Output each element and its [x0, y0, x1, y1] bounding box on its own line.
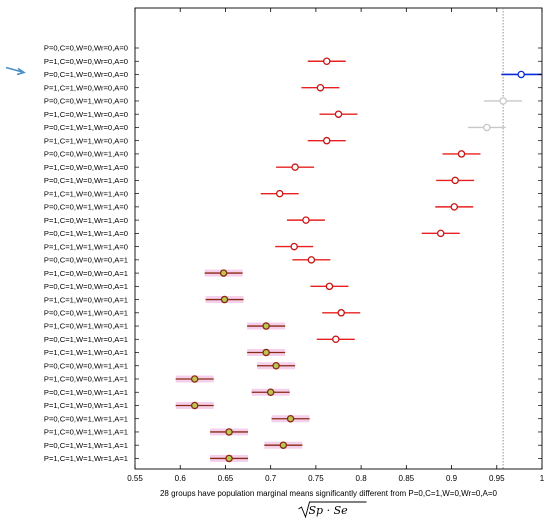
- plot-frame: [134, 7, 543, 470]
- x-tick-label: 0.6: [175, 474, 187, 483]
- y-tick-label: P=0,C=1,W=1,Wr=1,A=1: [44, 441, 128, 450]
- y-tick-label: P=1,C=1,W=0,Wr=1,A=1: [44, 401, 128, 410]
- y-tick-label: P=0,C=1,W=0,Wr=1,A=0: [44, 176, 128, 185]
- y-tick-label: P=1,C=0,W=0,Wr=0,A=0: [44, 57, 128, 66]
- x-tick-label: 0.85: [399, 474, 415, 483]
- mean-marker: [291, 163, 299, 171]
- y-tick-label: P=0,C=1,W=1,Wr=1,A=0: [44, 229, 128, 238]
- mean-marker: [499, 97, 507, 105]
- x-tick-label: 0.8: [356, 474, 368, 483]
- y-tick-label: P=1,C=1,W=0,Wr=0,A=1: [44, 295, 128, 304]
- x-tick-label: 0.65: [218, 474, 234, 483]
- mean-marker: [307, 256, 316, 264]
- y-tick-label: P=1,C=0,W=1,Wr=1,A=0: [44, 216, 128, 225]
- y-tick-label: P=0,C=0,W=1,Wr=0,A=1: [44, 309, 128, 318]
- x-axis-label: Sp · Se: [298, 501, 367, 519]
- mean-marker: [334, 110, 343, 118]
- y-tick-label: P=0,C=0,W=0,Wr=1,A=0: [44, 150, 128, 159]
- x-tick-label: 0.75: [308, 474, 324, 483]
- y-tick-label: P=0,C=0,W=0,Wr=1,A=1: [44, 361, 128, 370]
- sqrt-sign: [298, 501, 367, 519]
- mean-marker: [457, 150, 466, 158]
- mean-marker: [262, 322, 270, 330]
- mean-marker: [262, 348, 270, 357]
- mean-marker: [302, 216, 310, 224]
- mean-marker: [290, 242, 298, 251]
- y-tick-label: P=0,C=1,W=0,Wr=0,A=1: [44, 282, 128, 291]
- x-tick-label: 0.55: [127, 474, 143, 483]
- mean-marker: [225, 454, 233, 463]
- y-tick-label: P=0,C=0,W=1,Wr=0,A=0: [44, 97, 128, 106]
- y-tick-label: P=0,C=0,W=1,Wr=1,A=0: [44, 203, 128, 212]
- y-tick-label: P=0,C=1,W=0,Wr=1,A=1: [44, 388, 128, 397]
- reference-arrow-icon: [5, 66, 26, 76]
- mean-marker: [436, 229, 445, 238]
- x-tick-label: 0.9: [446, 474, 458, 483]
- mean-marker: [325, 282, 334, 291]
- y-tick-label: P=1,C=1,W=0,Wr=1,A=0: [44, 189, 128, 198]
- mean-marker: [517, 70, 525, 79]
- y-tick-label: P=0,C=0,W=1,Wr=1,A=1: [44, 414, 128, 423]
- y-tick-label: P=1,C=0,W=1,Wr=1,A=1: [44, 428, 128, 437]
- mean-marker: [266, 388, 275, 396]
- mean-marker: [219, 269, 228, 277]
- y-tick-labels: P=0,C=0,W=0,Wr=0,A=0 P=1,C=0,W=0,Wr=0,A=0…: [44, 44, 128, 463]
- plot-area: [134, 7, 543, 470]
- x-tick-label: 0.95: [489, 474, 505, 483]
- mean-marker: [316, 83, 325, 92]
- mean-marker: [190, 375, 199, 383]
- mean-marker: [220, 295, 229, 304]
- y-tick-label: P=1,C=0,W=0,Wr=0,A=1: [44, 269, 128, 278]
- x-axis: 0.55 0.6 0.65 0.7 0.75 0.8 0.85 0.9 0.95 1: [127, 8, 545, 483]
- mean-marker: [483, 123, 491, 132]
- y-tick-label: P=1,C=1,W=1,Wr=1,A=1: [44, 454, 128, 463]
- mean-marker: [225, 428, 233, 436]
- x-tick-label: 0.7: [265, 474, 277, 483]
- y-tick-label: P=0,C=0,W=0,Wr=0,A=0: [44, 44, 128, 53]
- y-tick-label: P=1,C=0,W=0,Wr=1,A=1: [44, 375, 128, 384]
- y-tick-label: P=1,C=0,W=1,Wr=0,A=1: [44, 322, 128, 331]
- y-tick-label: P=0,C=1,W=1,Wr=0,A=0: [44, 123, 128, 132]
- y-tick-label: P=1,C=0,W=1,Wr=0,A=0: [44, 110, 128, 119]
- y-tick-label: P=1,C=1,W=1,Wr=0,A=1: [44, 348, 128, 357]
- mean-marker: [451, 176, 459, 185]
- mean-marker: [190, 401, 199, 410]
- mean-marker: [322, 57, 331, 65]
- y-tick-label: P=1,C=1,W=0,Wr=0,A=0: [44, 83, 128, 92]
- mean-marker: [272, 362, 280, 370]
- mean-marker: [322, 136, 331, 145]
- y-tick-label: P=1,C=1,W=1,Wr=1,A=0: [44, 242, 128, 251]
- y-tick-label: P=0,C=1,W=0,Wr=0,A=0: [44, 70, 128, 79]
- mean-marker: [275, 189, 284, 198]
- mean-marker: [450, 203, 459, 211]
- y-tick-label: P=1,C=1,W=1,Wr=0,A=0: [44, 136, 128, 145]
- mean-marker: [286, 414, 295, 423]
- y-tick-label: P=1,C=0,W=0,Wr=1,A=0: [44, 163, 128, 172]
- mean-marker: [337, 309, 345, 317]
- caption-text: 28 groups have population marginal means…: [160, 489, 498, 498]
- mean-marker: [279, 441, 288, 449]
- mean-marker: [332, 335, 340, 344]
- x-axis-label-text: Sp · Se: [309, 504, 349, 517]
- y-tick-label: P=0,C=1,W=1,Wr=0,A=1: [44, 335, 128, 344]
- x-tick-label: 1: [540, 474, 545, 483]
- y-tick-label: P=0,C=0,W=0,Wr=0,A=1: [44, 256, 128, 265]
